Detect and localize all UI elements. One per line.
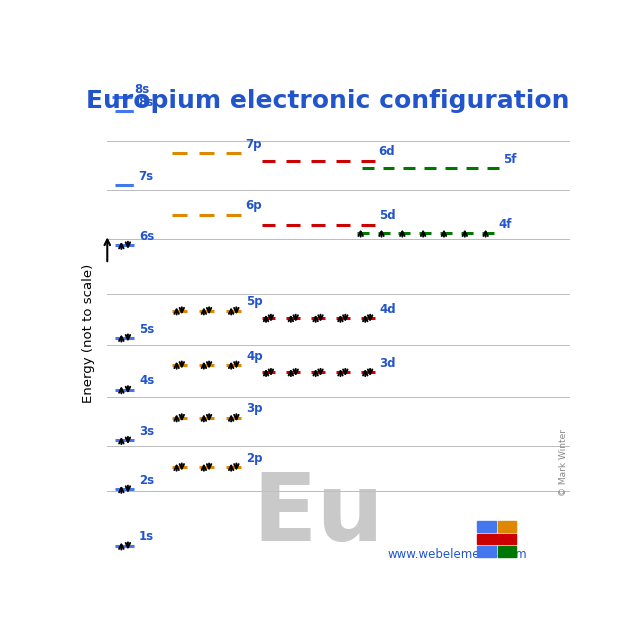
Text: 8s: 8s [138,96,154,109]
Bar [477,521,495,532]
Bar [477,534,516,545]
Text: 5s: 5s [139,323,154,335]
Text: www.webelements.com: www.webelements.com [387,548,527,561]
Text: 7p: 7p [245,138,262,150]
Text: 4s: 4s [139,374,154,387]
Bar [498,521,516,532]
Text: 4f: 4f [499,218,512,230]
Text: 3p: 3p [246,403,262,415]
Text: Energy (not to scale): Energy (not to scale) [83,264,95,403]
Text: 6p: 6p [245,199,262,212]
Bar [477,547,495,557]
Text: 2p: 2p [246,452,262,465]
Text: 5p: 5p [246,296,263,308]
Text: 6s: 6s [139,230,154,243]
Text: Eu: Eu [252,469,384,561]
Text: © Mark Winter: © Mark Winter [559,429,568,495]
Text: 3d: 3d [380,357,396,370]
Text: Europium electronic configuration: Europium electronic configuration [86,89,570,113]
Text: 3s: 3s [139,425,154,438]
Text: 1s: 1s [139,531,154,543]
Text: 2s: 2s [139,474,154,487]
Text: 5d: 5d [379,209,396,222]
Text: 4p: 4p [246,349,263,363]
Bar [498,547,516,557]
Text: 6d: 6d [379,145,396,158]
Text: 5f: 5f [502,152,516,166]
Text: 8s: 8s [134,83,150,95]
Text: 4d: 4d [380,303,396,316]
Text: 7s: 7s [138,170,153,183]
